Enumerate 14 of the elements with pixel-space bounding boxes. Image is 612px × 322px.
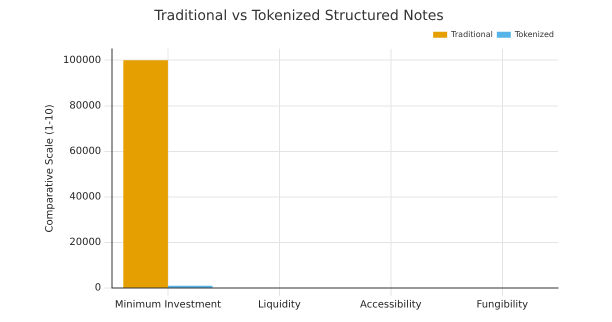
y-axis-title: Comparative Scale (1-10) <box>44 104 56 232</box>
y-tick-label: 20000 <box>69 237 102 248</box>
y-tick-label: 60000 <box>69 146 102 157</box>
x-tick-label: Liquidity <box>258 300 301 311</box>
x-tick-label: Accessibility <box>360 300 422 311</box>
y-tick-label: 0 <box>94 282 102 294</box>
legend-label: Traditional <box>450 30 493 39</box>
x-tick-label: Minimum Investment <box>114 300 222 311</box>
x-tick-label: Fungibility <box>476 300 528 311</box>
y-tick-label: 80000 <box>69 100 102 112</box>
chart-title: Traditional vs Tokenized Structured Notes <box>153 8 444 24</box>
legend-label: Tokenized <box>514 30 554 39</box>
y-tick-label: 100000 <box>62 54 102 66</box>
y-tick-label: 40000 <box>69 191 102 202</box>
